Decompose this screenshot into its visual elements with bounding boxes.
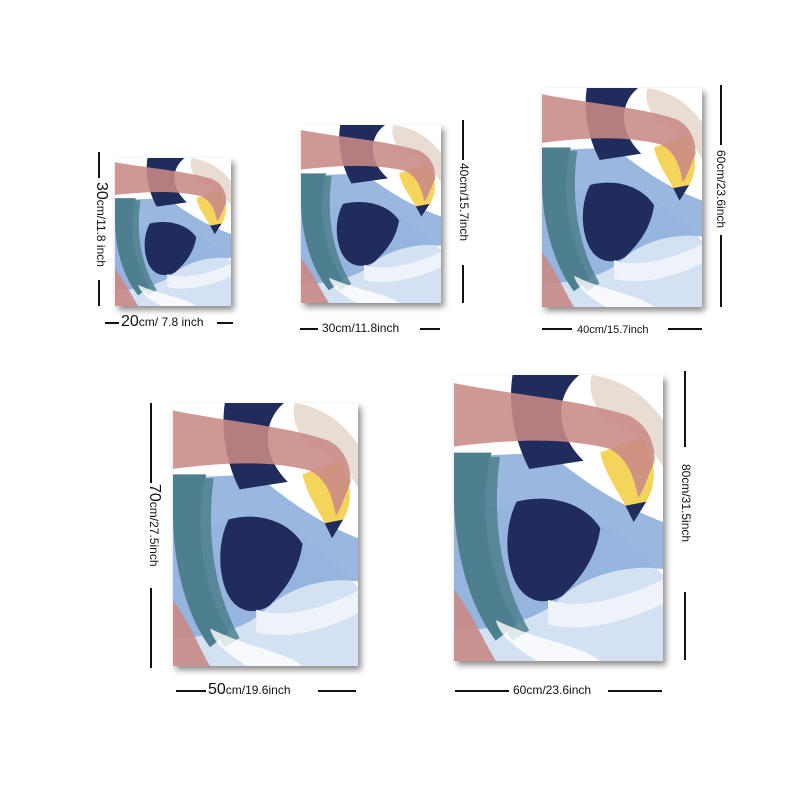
width-label-40x60: 40cm/15.7inch [577,324,649,336]
abstract-artwork [301,125,441,303]
height-label-60x80: 80cm/31.5inch [679,464,693,543]
height-label-40x60: 60cm/23.6inch [714,150,728,229]
abstract-artwork [115,158,231,306]
height-line-bottom [462,265,464,303]
width-label-20x30: 20cm/ 7.8 inch [121,313,204,330]
width-line-right [668,328,702,330]
height-line-bottom [684,592,686,660]
height-line-top [98,152,100,178]
height-label-30x40: 40cm/15.7inch [457,163,471,242]
width-label-50x70: 50cm/19.6inch [208,681,291,698]
art-print-20x30 [115,158,231,306]
width-line-left [300,328,318,330]
height-line-bottom [150,588,152,668]
art-print-50x70 [173,403,358,666]
width-line-left [542,328,572,330]
height-line-top [720,85,722,145]
width-line-right [318,690,356,692]
abstract-artwork [173,403,358,666]
height-line-bottom [98,280,100,306]
art-print-60x80 [454,375,663,661]
width-line-right [420,328,440,330]
height-line-top [684,371,686,447]
height-label-20x30: 30cm/11.8 inch [93,182,110,267]
height-line-bottom [720,235,722,307]
art-print-30x40 [301,125,441,303]
abstract-artwork [454,375,663,661]
width-line-left [455,690,509,692]
width-line-left [176,690,206,692]
height-label-50x70: 70cm/27.5inch [146,484,163,567]
width-label-60x80: 60cm/23.6inch [513,683,592,697]
width-line-right [608,690,662,692]
height-line-top [150,403,152,483]
width-label-30x40: 30cm/11.8inch [322,321,400,335]
width-line-right [217,322,233,324]
art-print-40x60 [542,88,702,307]
width-line-left [105,322,119,324]
abstract-artwork [542,88,702,307]
height-line-top [462,120,464,160]
